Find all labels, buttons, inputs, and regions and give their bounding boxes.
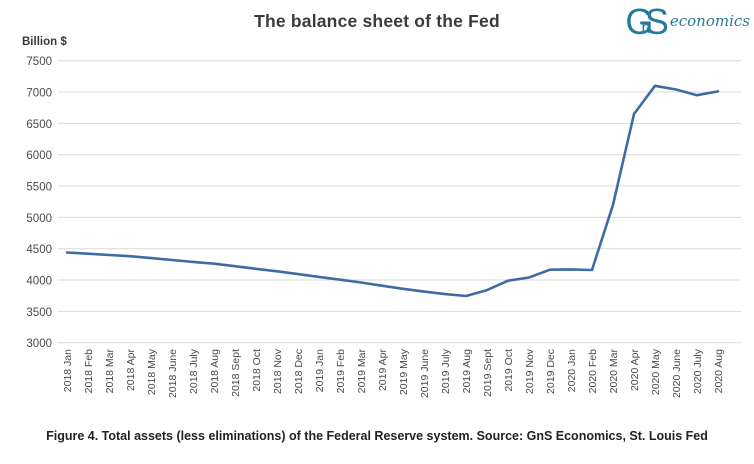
y-axis-tick-label: 4000 <box>26 276 52 288</box>
x-axis-tick-label: 2018 Mar <box>104 348 116 393</box>
x-axis-tick-label: 2018 May <box>146 348 158 395</box>
x-axis-tick-label: 2020 Aug <box>713 349 725 394</box>
x-axis-tick-label: 2018 Aug <box>209 349 221 394</box>
x-axis-tick-label: 2020 Mar <box>608 348 620 393</box>
x-axis-tick-label: 2018 Nov <box>272 348 284 394</box>
x-axis-tick-label: 2018 June <box>167 349 179 398</box>
x-axis-tick-label: 2018 Oct <box>251 349 263 392</box>
x-axis-tick-label: 2019 Mar <box>356 348 368 393</box>
gns-economics-logo: G n S economics <box>625 4 750 40</box>
x-axis-tick-label: 2019 Apr <box>377 349 389 392</box>
x-axis-tick-label: 2018 Jan <box>62 349 74 392</box>
x-axis-tick-label: 2019 Sept <box>482 349 494 397</box>
x-axis-tick-label: 2020 June <box>671 349 683 398</box>
y-axis-tick-label: 4500 <box>26 244 52 256</box>
y-axis-tick-label: 5500 <box>26 182 52 194</box>
x-axis-tick-label: 2018 July <box>188 348 200 394</box>
x-axis-tick-label: 2019 Aug <box>461 349 473 394</box>
y-axis-tick-label: 3000 <box>26 338 52 350</box>
x-axis-tick-label: 2020 Feb <box>587 349 599 394</box>
x-axis-tick-label: 2019 Feb <box>335 349 347 394</box>
logo-monogram-n: n <box>641 18 651 37</box>
y-axis-tick-label: 3500 <box>26 307 52 319</box>
x-axis-tick-label: 2019 July <box>440 348 452 394</box>
y-axis-tick-label: 6500 <box>26 119 52 131</box>
x-axis-tick-label: 2020 Jan <box>566 349 578 392</box>
x-axis-tick-label: 2020 Apr <box>629 349 641 392</box>
y-axis-tick-label: 5000 <box>26 213 52 225</box>
x-axis-tick-label: 2019 Dec <box>545 349 557 394</box>
x-axis-tick-label: 2019 May <box>398 348 410 395</box>
balance-sheet-line-chart: 7500 7000 6500 6000 5500 5000 4500 4000 3500 3000… <box>26 56 741 398</box>
logo-wordmark: economics <box>669 12 750 30</box>
x-axis-tick-label: 2018 Sept <box>230 349 242 397</box>
x-axis-tick-label: 2020 July <box>692 348 704 394</box>
x-axis-tick-label: 2019 June <box>419 349 431 398</box>
y-axis-tick-label: 7500 <box>26 56 52 68</box>
x-axis-tick-label: 2018 Apr <box>125 349 137 392</box>
chart-title: The balance sheet of the Fed <box>254 11 500 31</box>
total-assets-line-series <box>65 84 720 298</box>
x-axis-tick-label: 2020 May <box>650 348 662 395</box>
figure-caption: Figure 4. Total assets (less elimination… <box>46 429 708 443</box>
y-axis-tick-label: 6000 <box>26 150 52 162</box>
logo-monogram-g: G <box>625 1 654 42</box>
logo-monogram-s: S <box>644 1 669 42</box>
y-axis-unit-label: Billion $ <box>22 36 67 48</box>
y-axis-tick-label: 7000 <box>26 88 52 100</box>
x-axis-tick-label: 2019 Nov <box>524 348 536 394</box>
x-axis-tick-label: 2018 Feb <box>83 349 95 394</box>
x-axis-tick-label: 2019 Jan <box>314 349 326 392</box>
x-axis-tick-label: 2018 Dec <box>293 349 305 394</box>
x-axis-tick-label: 2019 Oct <box>503 349 515 392</box>
